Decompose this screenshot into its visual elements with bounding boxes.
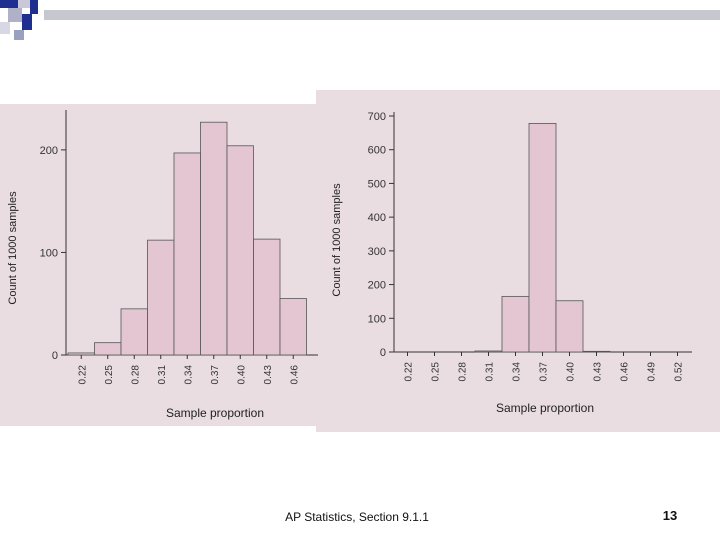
right-y-axis-label: Count of 1000 samples bbox=[331, 183, 343, 297]
right-y-tick-label: 700 bbox=[368, 111, 386, 123]
right-x-tick-label: 0.52 bbox=[674, 362, 685, 382]
left-x-axis-label: Sample proportion bbox=[166, 406, 264, 420]
right-x-tick-label: 0.31 bbox=[485, 362, 496, 382]
right-x-tick-label: 0.43 bbox=[593, 362, 604, 382]
left-y-tick-label: 200 bbox=[40, 145, 58, 157]
header-decoration bbox=[0, 0, 720, 40]
right-y-tick-label: 200 bbox=[368, 280, 386, 292]
right-bar bbox=[474, 350, 503, 353]
right-x-tick-label: 0.49 bbox=[647, 362, 658, 382]
left-bar bbox=[147, 239, 175, 356]
right-x-tick-label: 0.34 bbox=[512, 362, 523, 382]
right-x-axis-label: Sample proportion bbox=[496, 401, 594, 415]
left-y-tick-label: 100 bbox=[40, 247, 58, 259]
right-x-tick-label: 0.25 bbox=[431, 362, 442, 382]
right-y-tick-label: 100 bbox=[368, 313, 386, 325]
left-x-tick-label: 0.22 bbox=[77, 365, 88, 385]
left-x-tick-label: 0.31 bbox=[157, 365, 168, 385]
left-x-tick-label: 0.25 bbox=[104, 365, 115, 385]
left-bar bbox=[253, 238, 281, 356]
left-bar bbox=[226, 145, 254, 356]
left-x-tick-label: 0.40 bbox=[236, 365, 247, 385]
right-bar bbox=[528, 123, 557, 353]
right-y-tick-label: 300 bbox=[368, 246, 386, 258]
left-x-tick-label: 0.34 bbox=[183, 365, 194, 385]
left-x-tick-label: 0.37 bbox=[210, 365, 221, 385]
left-x-tick-label: 0.46 bbox=[289, 365, 300, 385]
left-x-tick-label: 0.28 bbox=[130, 365, 141, 385]
right-x-tick-label: 0.28 bbox=[458, 362, 469, 382]
right-histogram-panel bbox=[316, 90, 720, 432]
right-bar bbox=[555, 300, 584, 353]
right-x-tick-label: 0.46 bbox=[620, 362, 631, 382]
right-y-tick-label: 400 bbox=[368, 212, 386, 224]
left-x-tick-label: 0.43 bbox=[263, 365, 274, 385]
right-y-tick-label: 500 bbox=[368, 178, 386, 190]
right-bar bbox=[501, 295, 530, 353]
left-y-axis-label: Count of 1000 samples bbox=[7, 191, 19, 305]
right-bar bbox=[582, 350, 611, 353]
right-x-tick-label: 0.40 bbox=[566, 362, 577, 382]
left-bar bbox=[200, 121, 228, 356]
left-y-tick-label: 0 bbox=[52, 350, 58, 362]
right-x-tick-label: 0.37 bbox=[539, 362, 550, 382]
right-y-tick-label: 600 bbox=[368, 145, 386, 157]
right-x-tick-label: 0.22 bbox=[404, 362, 415, 382]
right-y-tick-label: 0 bbox=[380, 347, 386, 359]
footer-text: AP Statistics, Section 9.1.1 bbox=[285, 510, 429, 524]
slide-number: 13 bbox=[662, 508, 678, 523]
